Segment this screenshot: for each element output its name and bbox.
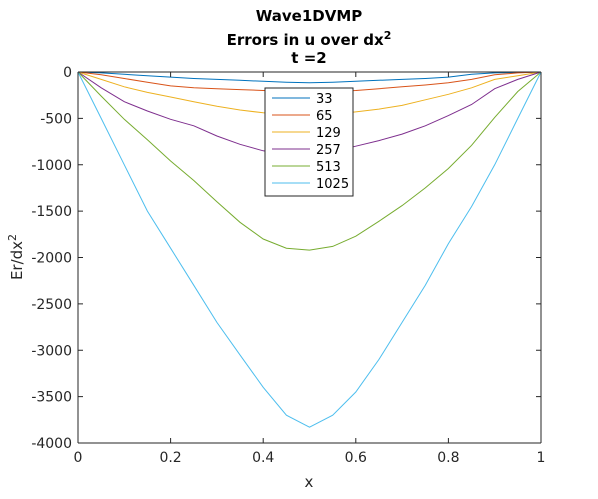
legend-box — [264, 87, 354, 197]
legend-label-129: 129 — [316, 126, 341, 141]
chart-subtitle: Errors in u over dx2 — [227, 29, 392, 49]
legend-label-257: 257 — [316, 143, 341, 158]
y-tick-label: -1500 — [31, 204, 72, 220]
series-line-513 — [77, 71, 542, 251]
legend-label-1025: 1025 — [316, 177, 349, 192]
legend-label-33: 33 — [316, 92, 333, 107]
legend-label-65: 65 — [316, 109, 333, 124]
chart-title: Wave1DVMP — [256, 7, 363, 25]
legend-items: 33 65 129 257 513 1025 — [272, 92, 349, 192]
legend: 33 65 129 257 513 1025 — [264, 87, 354, 197]
y-axis-label-main: Er/dx — [8, 241, 26, 280]
x-ticks: 0 0.2 0.4 0.6 0.8 1 — [74, 72, 546, 466]
y-axis-label: Er/dx2 — [6, 234, 26, 280]
x-axis-label: x — [305, 473, 314, 491]
y-tick-label: -1000 — [31, 158, 72, 174]
x-tick-label: 1 — [537, 450, 546, 466]
y-axis-label-superscript: 2 — [6, 234, 19, 241]
chart-subtitle-superscript: 2 — [384, 29, 392, 42]
x-tick-label: 0.4 — [252, 450, 274, 466]
y-tick-label: -2000 — [31, 251, 72, 267]
x-tick-label: 0.8 — [437, 450, 459, 466]
y-tick-label: -4000 — [31, 436, 72, 452]
series-line-1025 — [77, 71, 542, 428]
series-line-33 — [77, 71, 542, 84]
y-tick-label: 0 — [63, 65, 72, 81]
y-tick-label: -3500 — [31, 390, 72, 406]
x-tick-label: 0.6 — [345, 450, 367, 466]
y-tick-label: -2500 — [31, 297, 72, 313]
y-tick-label: -3000 — [31, 343, 72, 359]
y-tick-label: -500 — [40, 111, 72, 127]
chart-subtitle-time: t =2 — [291, 49, 326, 67]
x-tick-label: 0.2 — [159, 450, 181, 466]
y-ticks: 0 -500 -1000 -1500 -2000 -2500 -3000 -3500 -4000 — [31, 65, 541, 452]
legend-label-513: 513 — [316, 160, 341, 175]
x-tick-label: 0 — [74, 450, 83, 466]
chart-subtitle-main: Errors in u over dx — [227, 31, 384, 49]
